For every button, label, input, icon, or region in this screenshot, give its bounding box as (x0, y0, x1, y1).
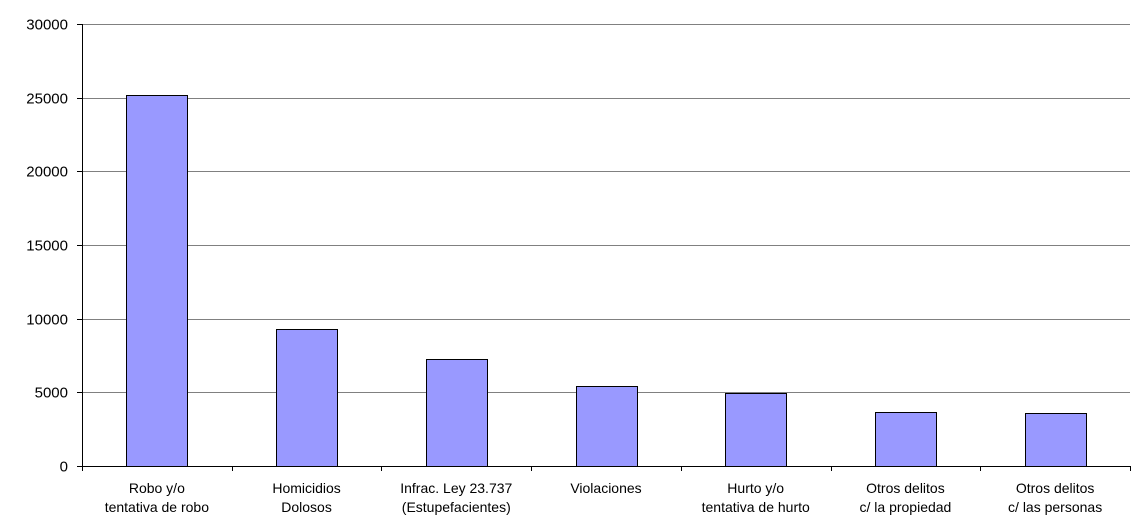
x-category-label-line: tentativa de robo (105, 499, 210, 515)
y-axis-ticks: 0 5000 10000 15000 20000 25000 30000 (26, 17, 82, 476)
x-category-label: Infrac. Ley 23.737 (Estupefacientes) (400, 480, 512, 515)
x-category-label-line: c/ las personas (1008, 499, 1102, 515)
x-category-label-line: Hurto y/o (727, 480, 784, 496)
gridlines (82, 24, 1130, 393)
x-category-label-line: Homicidios (272, 480, 340, 496)
x-category-label-line: Robo y/o (129, 480, 185, 496)
bar (875, 412, 937, 467)
bar (725, 393, 787, 467)
x-category-label: Homicidios Dolosos (272, 480, 340, 515)
x-category-label-line: tentativa de hurto (702, 499, 810, 515)
x-category-label-line: Otros delitos (1016, 480, 1095, 496)
y-tick-label: 0 (60, 459, 68, 476)
bar (576, 386, 638, 467)
x-category-label: Hurto y/o tentativa de hurto (702, 480, 810, 515)
y-tick-label: 25000 (26, 91, 68, 108)
bar (1025, 413, 1087, 467)
y-tick-label: 30000 (26, 17, 68, 34)
x-category-label-line: Violaciones (570, 480, 641, 496)
y-tick-label: 5000 (35, 385, 68, 402)
y-tick-label: 20000 (26, 164, 68, 181)
axes (82, 24, 1131, 471)
x-category-label-line: Otros delitos (866, 480, 945, 496)
bar (426, 359, 488, 467)
x-category-label: Robo y/o tentativa de robo (105, 480, 210, 515)
y-tick-label: 10000 (26, 312, 68, 329)
x-axis-labels: Robo y/o tentativa de robo Homicidios Dolos… (105, 480, 1103, 515)
bars (126, 95, 1087, 467)
x-category-label: Violaciones (570, 480, 641, 496)
x-category-label-line: Infrac. Ley 23.737 (400, 480, 512, 496)
x-category-label-line: (Estupefacientes) (402, 499, 511, 515)
x-category-label: Otros delitos c/ las personas (1008, 480, 1102, 515)
x-category-label-line: Dolosos (281, 499, 332, 515)
y-tick-label: 15000 (26, 238, 68, 255)
x-category-label-line: c/ la propiedad (860, 499, 952, 515)
x-category-label: Otros delitos c/ la propiedad (860, 480, 952, 515)
bar (276, 329, 338, 467)
bar (126, 95, 188, 467)
